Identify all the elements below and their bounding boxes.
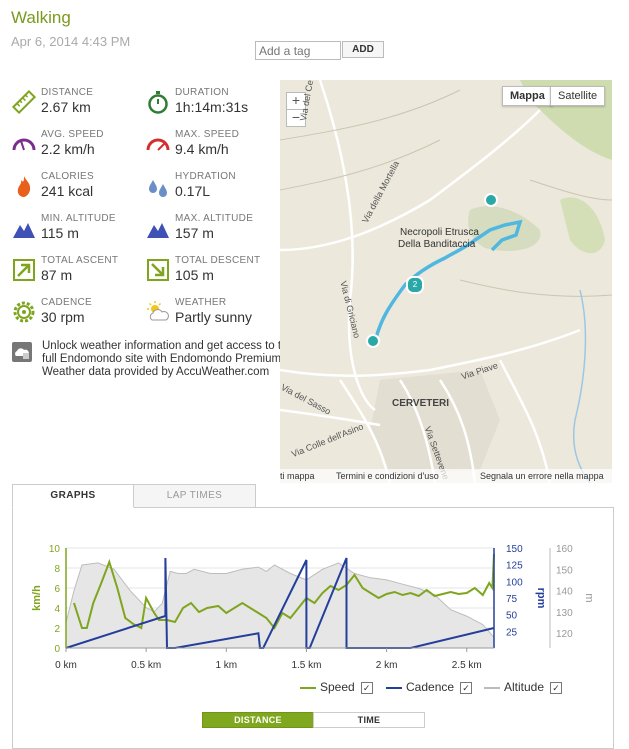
stat-value: 105 m xyxy=(175,267,214,283)
stat-value: 115 m xyxy=(41,225,79,241)
poi-label-line1: Necropoli Etrusca xyxy=(400,227,479,238)
stat-label: TOTAL ASCENT xyxy=(41,255,119,266)
mountain-icon xyxy=(13,223,35,238)
stat-value: 241 kcal xyxy=(41,183,94,199)
stat-label: MAX. ALTITUDE xyxy=(175,213,254,224)
legend-altitude-label: Altitude xyxy=(504,680,545,694)
tab-graphs[interactable]: GRAPHS xyxy=(12,484,134,508)
stat-calories: CALORIES 241 kcal xyxy=(12,170,142,206)
legend-cadence[interactable]: Cadence ✓ xyxy=(386,680,473,694)
add-tag-button[interactable]: ADD xyxy=(342,41,384,58)
route-end-marker[interactable] xyxy=(484,193,498,207)
stat-total-descent: TOTAL DESCENT 105 m xyxy=(146,254,276,290)
stat-value: 157 m xyxy=(175,225,214,241)
route-map[interactable]: Mappa Satellite + − Necropoli Etrusca De… xyxy=(280,80,612,483)
route-waypoint-marker[interactable]: 2 xyxy=(406,276,424,294)
activity-date: Apr 6, 2014 4:43 PM xyxy=(11,34,131,49)
stat-value: 87 m xyxy=(41,267,73,283)
mountain-peak-icon xyxy=(147,223,169,238)
stopwatch-icon xyxy=(148,91,168,114)
stat-label: AVG. SPEED xyxy=(41,129,104,140)
stat-value: Partly sunny xyxy=(175,309,253,325)
stat-duration: DURATION 1h:14m:31s xyxy=(146,86,276,122)
legend-speed-label: Speed xyxy=(320,680,355,694)
report-error-link[interactable]: Segnala un errore nella mappa xyxy=(480,471,604,481)
stat-label: DURATION xyxy=(175,87,229,98)
weather-lock-icon xyxy=(12,342,32,362)
weather-provider: Weather data provided by AccuWeather.com xyxy=(42,366,270,378)
stat-label: CADENCE xyxy=(41,297,92,308)
stat-total-ascent: TOTAL ASCENT 87 m xyxy=(12,254,142,290)
legend-altitude-checkbox[interactable]: ✓ xyxy=(550,681,563,694)
stat-min-altitude: MIN. ALTITUDE 115 m xyxy=(12,212,142,248)
cog-icon xyxy=(13,301,35,323)
legend-cadence-checkbox[interactable]: ✓ xyxy=(460,681,473,694)
stat-label: TOTAL DESCENT xyxy=(175,255,261,266)
stat-max-speed: MAX. SPEED 9.4 km/h xyxy=(146,128,276,164)
legend-altitude[interactable]: Altitude ✓ xyxy=(484,680,563,694)
ruler-icon xyxy=(12,90,36,114)
legend-cadence-swatch xyxy=(386,686,402,689)
stat-hydration: HYDRATION 0.17L xyxy=(146,170,276,206)
map-type-mappa-button[interactable]: Mappa xyxy=(502,86,553,106)
stat-label: CALORIES xyxy=(41,171,94,182)
stat-label: WEATHER xyxy=(175,297,227,308)
stat-label: MAX. SPEED xyxy=(175,129,240,140)
stat-weather: WEATHER Partly sunny xyxy=(146,296,276,332)
stat-value: 9.4 km/h xyxy=(175,141,229,157)
tab-lap-times[interactable]: LAP TIMES xyxy=(133,484,256,508)
stat-value: 0.17L xyxy=(175,183,211,199)
stat-value: 30 rpm xyxy=(41,309,85,325)
stat-avg-speed: AVG. SPEED 2.2 km/h xyxy=(12,128,142,164)
stat-value: 2.67 km xyxy=(41,99,91,115)
zoom-out-button[interactable]: − xyxy=(286,109,306,127)
map-data-link[interactable]: ti mappa xyxy=(280,471,315,481)
stat-distance: DISTANCE 2.67 km xyxy=(12,86,142,122)
route-start-marker[interactable] xyxy=(366,334,380,348)
speedometer-icon xyxy=(12,138,36,151)
legend-speed[interactable]: Speed ✓ xyxy=(300,680,373,694)
toggle-time-button[interactable]: TIME xyxy=(313,712,425,728)
arrow-up-right-icon xyxy=(13,259,35,281)
stat-label: DISTANCE xyxy=(41,87,94,98)
partly-sunny-icon xyxy=(147,301,169,321)
map-footer: ti mappa Termini e condizioni d'uso Segn… xyxy=(280,469,612,483)
premium-message: Unlock weather information and get acces… xyxy=(42,340,294,365)
legend-speed-checkbox[interactable]: ✓ xyxy=(360,681,373,694)
stat-label: MIN. ALTITUDE xyxy=(41,213,116,224)
premium-text: Unlock weather information and get acces… xyxy=(42,340,297,379)
map-canvas[interactable] xyxy=(280,80,612,483)
legend-speed-swatch xyxy=(300,686,316,689)
flame-icon xyxy=(17,176,31,197)
stat-cadence: CADENCE 30 rpm xyxy=(12,296,142,332)
speedometer-max-icon xyxy=(146,138,170,151)
town-label: CERVETERI xyxy=(392,398,450,409)
map-type-satellite-button[interactable]: Satellite xyxy=(550,86,606,106)
activity-title: Walking xyxy=(11,8,71,27)
stat-max-altitude: MAX. ALTITUDE 157 m xyxy=(146,212,276,248)
stat-value: 2.2 km/h xyxy=(41,141,95,157)
tag-input[interactable] xyxy=(255,41,341,60)
toggle-distance-button[interactable]: DISTANCE xyxy=(202,712,314,728)
legend-altitude-swatch xyxy=(484,686,500,689)
poi-label-line2: Della Banditaccia xyxy=(398,239,476,250)
legend-cadence-label: Cadence xyxy=(406,680,455,694)
stat-value: 1h:14m:31s xyxy=(175,99,249,115)
stat-label: HYDRATION xyxy=(175,171,236,182)
arrow-down-right-icon xyxy=(147,259,169,281)
terms-link[interactable]: Termini e condizioni d'uso xyxy=(336,471,439,481)
water-drops-icon xyxy=(149,180,167,197)
